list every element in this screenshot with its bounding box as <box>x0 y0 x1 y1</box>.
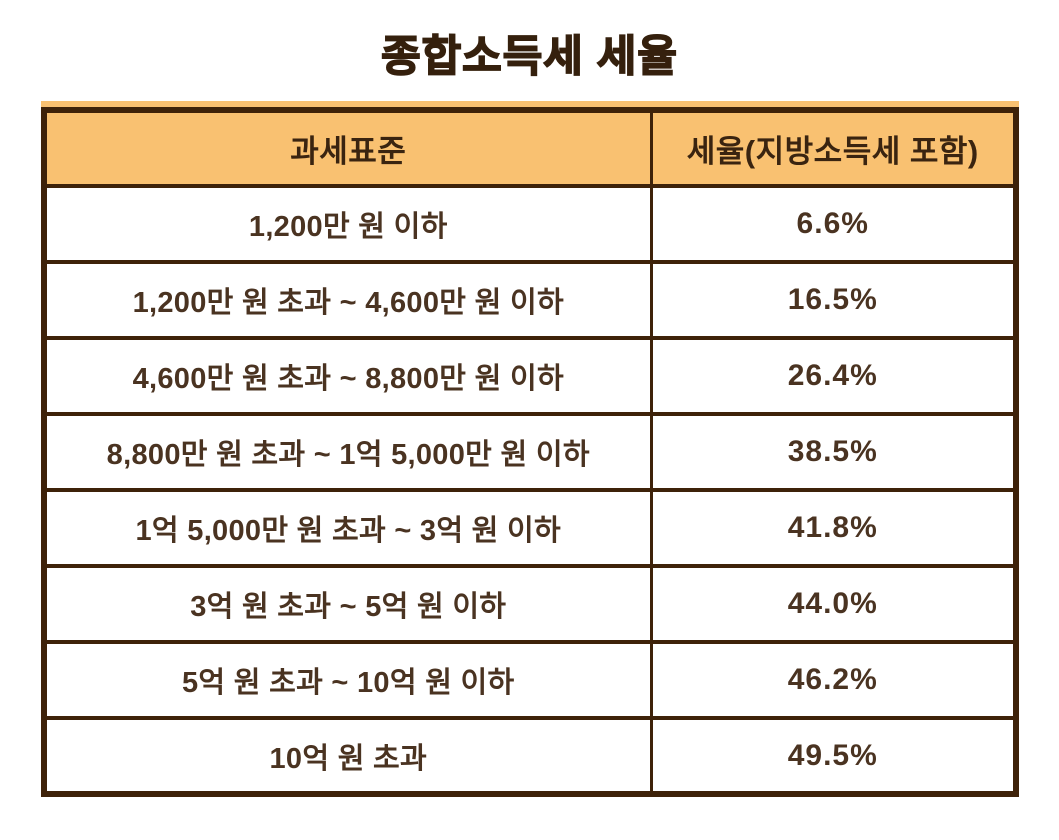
table-top-accent <box>40 101 1019 108</box>
table-row: 1억 5,000만 원 초과 ~ 3억 원 이하 41.8% <box>43 488 1016 569</box>
tax-rate-cell: 41.8% <box>650 488 1016 569</box>
tax-rate-cell: 49.5% <box>650 716 1016 797</box>
table-header-row: 과세표준 세율(지방소득세 포함) <box>43 108 1016 189</box>
table-row: 8,800만 원 초과 ~ 1억 5,000만 원 이하 38.5% <box>43 412 1016 493</box>
tax-rate-table-container: 과세표준 세율(지방소득세 포함) 1,200만 원 이하 6.6% 1,200… <box>40 101 1019 798</box>
table-row: 3억 원 초과 ~ 5억 원 이하 44.0% <box>43 564 1016 645</box>
table-row: 4,600만 원 초과 ~ 8,800만 원 이하 26.4% <box>43 336 1016 417</box>
tax-rate-cell: 38.5% <box>650 412 1016 493</box>
tax-base-cell: 10억 원 초과 <box>43 716 652 797</box>
tax-rate-cell: 46.2% <box>650 640 1016 721</box>
page-title: 종합소득세 세율 <box>380 32 678 81</box>
table-row: 5억 원 초과 ~ 10억 원 이하 46.2% <box>43 640 1016 721</box>
tax-rate-cell: 6.6% <box>650 184 1016 265</box>
table-row: 1,200만 원 초과 ~ 4,600만 원 이하 16.5% <box>43 260 1016 341</box>
tax-base-cell: 8,800만 원 초과 ~ 1억 5,000만 원 이하 <box>43 412 652 493</box>
table-row: 10억 원 초과 49.5% <box>43 716 1016 797</box>
tax-base-cell: 3억 원 초과 ~ 5억 원 이하 <box>43 564 652 645</box>
tax-base-cell: 4,600만 원 초과 ~ 8,800만 원 이하 <box>43 336 652 417</box>
tax-base-cell: 1,200만 원 초과 ~ 4,600만 원 이하 <box>43 260 652 341</box>
tax-base-cell: 5억 원 초과 ~ 10억 원 이하 <box>43 640 652 721</box>
tax-rate-table: 과세표준 세율(지방소득세 포함) 1,200만 원 이하 6.6% 1,200… <box>40 107 1019 798</box>
tax-base-cell: 1억 5,000만 원 초과 ~ 3억 원 이하 <box>43 488 652 569</box>
table-row: 1,200만 원 이하 6.6% <box>43 184 1016 265</box>
tax-base-cell: 1,200만 원 이하 <box>43 184 652 265</box>
tax-rate-cell: 16.5% <box>650 260 1016 341</box>
column-header-tax-rate: 세율(지방소득세 포함) <box>650 108 1016 189</box>
tax-rate-cell: 26.4% <box>650 336 1016 417</box>
column-header-tax-base: 과세표준 <box>43 108 652 189</box>
tax-rate-cell: 44.0% <box>650 564 1016 645</box>
